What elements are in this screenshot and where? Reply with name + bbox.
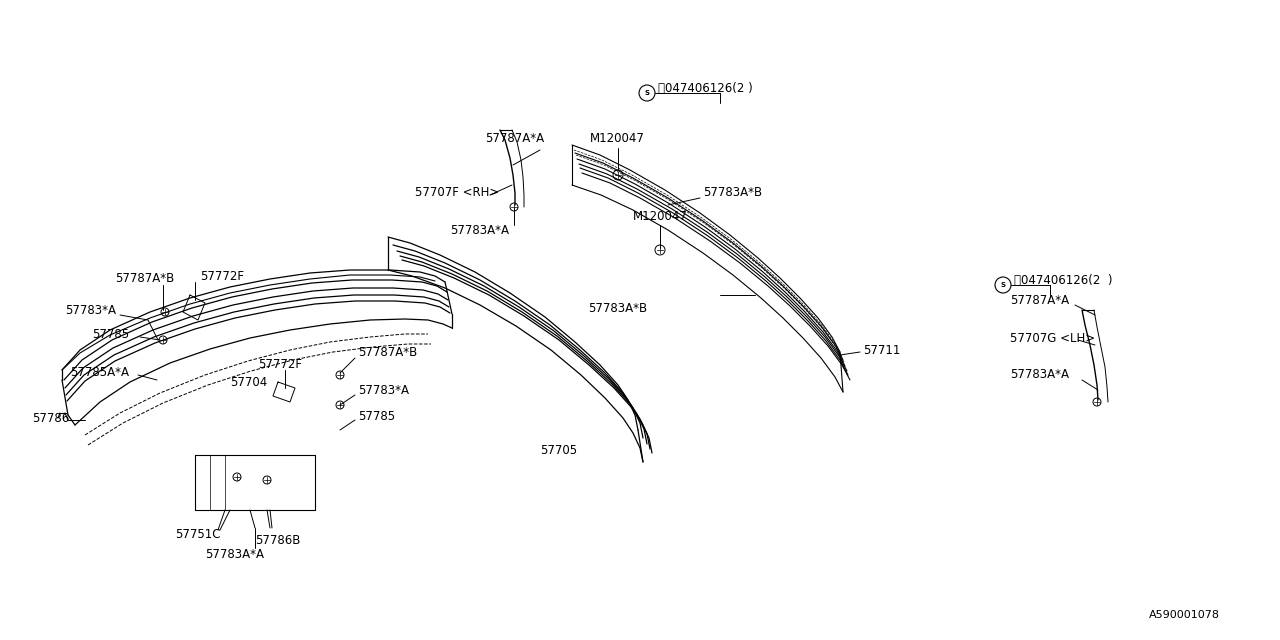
Text: M120047: M120047 (590, 131, 645, 145)
Text: S: S (1001, 282, 1006, 288)
Text: 57751C: 57751C (175, 529, 220, 541)
Text: Ⓠ047406126(2 ): Ⓠ047406126(2 ) (658, 81, 753, 95)
Text: 57783A*B: 57783A*B (703, 186, 762, 200)
Text: 57772F: 57772F (200, 271, 244, 284)
Text: 57783*A: 57783*A (65, 303, 116, 317)
Text: 57785A*A: 57785A*A (70, 367, 129, 380)
Text: 57704: 57704 (230, 376, 268, 390)
Text: 57787A*A: 57787A*A (1010, 294, 1069, 307)
Text: 57785: 57785 (358, 410, 396, 422)
Text: 57772F: 57772F (259, 358, 302, 371)
Text: S: S (645, 90, 649, 96)
Text: 57787A*B: 57787A*B (358, 346, 417, 358)
Text: 57786: 57786 (32, 412, 69, 424)
Text: 57787A*B: 57787A*B (115, 271, 174, 285)
Text: 57707G <LH>: 57707G <LH> (1010, 332, 1096, 344)
Text: 57787A*A: 57787A*A (485, 131, 544, 145)
Text: 57705: 57705 (540, 444, 577, 456)
Text: 57783A*A: 57783A*A (451, 223, 509, 237)
Text: Ⓠ047406126(2  ): Ⓠ047406126(2 ) (1014, 273, 1112, 287)
Text: M120047: M120047 (634, 211, 687, 223)
Text: 57711: 57711 (863, 344, 900, 356)
Text: 57783A*B: 57783A*B (588, 301, 648, 314)
Text: 57783*A: 57783*A (358, 383, 410, 397)
Text: 57783A*A: 57783A*A (205, 548, 264, 561)
Text: 57786B: 57786B (255, 534, 301, 547)
Text: 57785: 57785 (92, 328, 129, 342)
Text: A590001078: A590001078 (1149, 610, 1220, 620)
Text: 57783A*A: 57783A*A (1010, 369, 1069, 381)
Text: 57707F <RH>: 57707F <RH> (415, 186, 499, 200)
